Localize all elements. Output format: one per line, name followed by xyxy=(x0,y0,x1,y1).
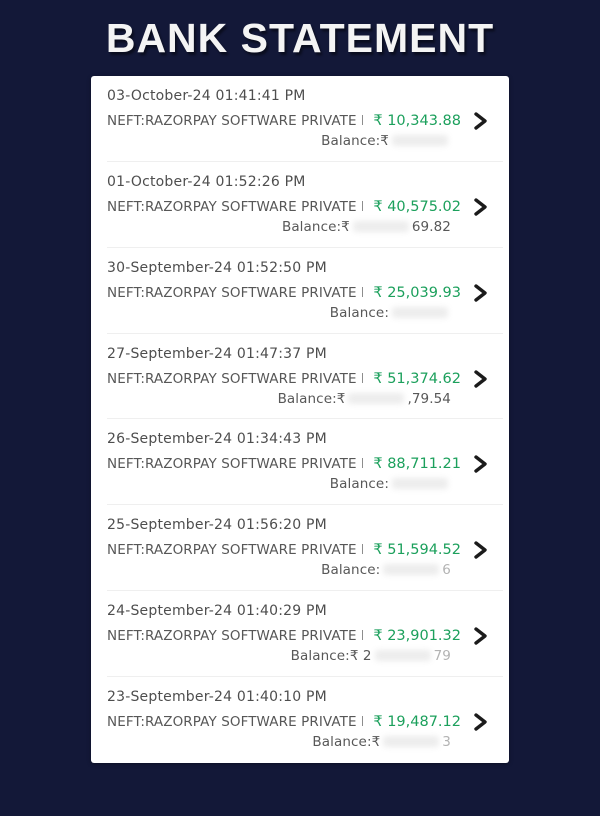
app-screen: { "app": { "title": "BANK STATEMENT" }, … xyxy=(0,16,600,816)
transaction-row[interactable]: 30-September-24 01:52:50 PM NEFT:RAZORPA… xyxy=(91,248,509,334)
balance-visible-suffix: 3 xyxy=(442,733,451,750)
row-divider xyxy=(107,246,503,248)
transaction-amount: ₹ 10,343.88 xyxy=(373,113,461,129)
balance-label: Balance: xyxy=(321,562,381,579)
chevron-right-icon[interactable] xyxy=(461,625,499,647)
transaction-row[interactable]: 24-September-24 01:40:29 PM NEFT:RAZORPA… xyxy=(91,591,509,677)
redacted-balance-value xyxy=(392,135,448,146)
chevron-right-icon[interactable] xyxy=(461,368,499,390)
chevron-right-icon[interactable] xyxy=(461,539,499,561)
transaction-datetime: 25-September-24 01:56:20 PM xyxy=(107,517,327,534)
balance-line: Balance:₹ ,79.54 xyxy=(107,390,499,409)
redacted-balance-value xyxy=(348,392,405,404)
row-divider xyxy=(107,675,503,677)
transaction-amount: ₹ 23,901.32 xyxy=(373,628,461,645)
transaction-description: NEFT:RAZORPAY SOFTWARE PRIVATE LI... xyxy=(107,713,364,730)
balance-line: Balance: xyxy=(107,304,499,323)
balance-label: Balance:₹ 2 xyxy=(290,648,372,665)
transaction-amount: ₹ 25,039.93 xyxy=(373,284,461,301)
row-divider xyxy=(107,590,503,592)
balance-line: Balance:₹ 3 xyxy=(107,733,499,752)
balance-label: Balance: xyxy=(329,304,389,321)
transaction-datetime: 30-September-24 01:52:50 PM xyxy=(107,259,327,276)
transaction-row[interactable]: 03-October-24 01:41:41 PM NEFT:RAZORPAY … xyxy=(91,76,509,162)
chevron-right-icon[interactable] xyxy=(461,110,499,132)
transaction-amount: ₹ 51,374.62 xyxy=(373,370,461,387)
balance-visible-suffix: 79 xyxy=(433,648,451,665)
row-divider xyxy=(107,332,503,334)
chevron-right-icon[interactable] xyxy=(461,196,499,218)
balance-label: Balance: xyxy=(329,476,389,493)
balance-label: Balance:₹ xyxy=(321,133,389,149)
transaction-amount: ₹ 88,711.21 xyxy=(373,456,461,473)
balance-line: Balance: 6 xyxy=(107,561,499,580)
transaction-row[interactable]: 26-September-24 01:34:43 PM NEFT:RAZORPA… xyxy=(91,419,509,506)
transaction-description: NEFT:RAZORPAY SOFTWARE PRIVATE LI... xyxy=(107,198,364,215)
row-divider xyxy=(107,160,503,162)
balance-line: Balance:₹ 2 79 xyxy=(107,647,499,666)
transaction-description: NEFT:RAZORPAY SOFTWARE PRIVATE LI... xyxy=(107,370,364,387)
balance-visible-suffix: 69.82 xyxy=(411,218,451,235)
transaction-amount: ₹ 40,575.02 xyxy=(373,198,461,215)
transaction-description: NEFT:RAZORPAY SOFTWARE PRIVATE LI... xyxy=(107,628,364,645)
chevron-right-icon[interactable] xyxy=(461,282,499,304)
transaction-row[interactable]: 01-October-24 01:52:26 PM NEFT:RAZORPAY … xyxy=(91,162,509,248)
transaction-row[interactable]: 25-September-24 01:56:20 PM NEFT:RAZORPA… xyxy=(91,505,509,592)
statement-card: 03-October-24 01:41:41 PM NEFT:RAZORPAY … xyxy=(91,76,509,763)
transaction-description: NEFT:RAZORPAY SOFTWARE PRIVATE LI... xyxy=(107,542,364,559)
balance-label: Balance:₹ xyxy=(277,390,346,407)
transaction-datetime: 01-October-24 01:52:26 PM xyxy=(107,173,306,190)
transaction-row[interactable]: 27-September-24 01:47:37 PM NEFT:RAZORPA… xyxy=(91,334,509,420)
redacted-balance-value xyxy=(392,306,448,318)
transaction-row[interactable]: 23-September-24 01:40:10 PM NEFT:RAZORPA… xyxy=(91,677,509,763)
transaction-datetime: 23-September-24 01:40:10 PM xyxy=(107,688,327,705)
balance-line: Balance:₹ xyxy=(107,132,499,151)
transaction-amount: ₹ 19,487.12 xyxy=(373,713,461,730)
chevron-right-icon[interactable] xyxy=(461,453,499,475)
balance-label: Balance:₹ xyxy=(312,733,381,750)
redacted-balance-value xyxy=(383,735,440,747)
balance-line: Balance:₹ 69.82 xyxy=(107,218,499,237)
balance-visible-suffix: 6 xyxy=(442,562,451,579)
transaction-description: NEFT:RAZORPAY SOFTWARE PRIVATE LI... xyxy=(107,284,364,301)
page-title: BANK STATEMENT xyxy=(105,15,495,61)
transaction-datetime: 24-September-24 01:40:29 PM xyxy=(107,603,327,620)
transaction-datetime: 27-September-24 01:47:37 PM xyxy=(107,345,327,362)
redacted-balance-value xyxy=(374,650,431,662)
row-divider xyxy=(107,504,503,506)
transaction-description: NEFT:RAZORPAY SOFTWARE PRIVATE LI... xyxy=(107,456,364,473)
redacted-balance-value xyxy=(352,220,409,232)
row-divider xyxy=(107,418,503,420)
transaction-amount: ₹ 51,594.52 xyxy=(373,542,461,559)
transaction-datetime: 26-September-24 01:34:43 PM xyxy=(107,431,327,448)
redacted-balance-value xyxy=(383,564,440,576)
redacted-balance-value xyxy=(392,478,448,490)
transaction-description: NEFT:RAZORPAY SOFTWARE PRIVATE LI... xyxy=(107,113,364,129)
balance-line: Balance: xyxy=(107,475,499,494)
transaction-datetime: 03-October-24 01:41:41 PM xyxy=(107,88,306,104)
chevron-right-icon[interactable] xyxy=(461,711,499,733)
balance-visible-suffix: ,79.54 xyxy=(407,390,451,407)
balance-label: Balance:₹ xyxy=(281,218,350,235)
